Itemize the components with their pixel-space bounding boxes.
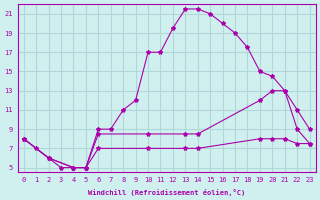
X-axis label: Windchill (Refroidissement éolien,°C): Windchill (Refroidissement éolien,°C) xyxy=(88,189,245,196)
